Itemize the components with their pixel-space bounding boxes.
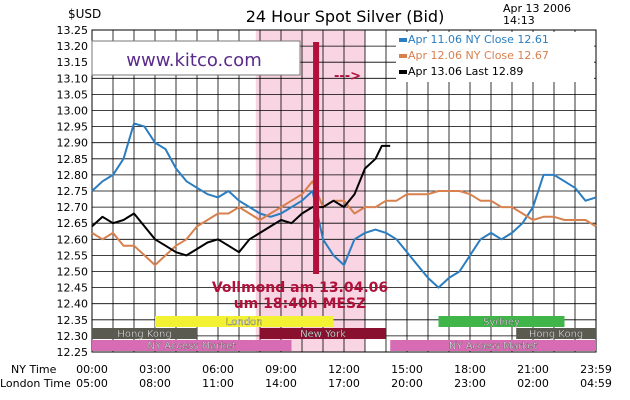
x-tick-london: 20:00 (391, 377, 423, 390)
y-tick-label: 12.45 (57, 282, 89, 295)
market-bar (438, 316, 565, 327)
y-tick-label: 13.15 (57, 56, 89, 69)
market-bar-label: New York (300, 329, 346, 340)
market-bar (260, 328, 386, 339)
x-tick-ny: 09:00 (265, 363, 297, 376)
series-line-1 (91, 122, 597, 289)
legend-entry: Apr 13.06 Last 12.89 (408, 65, 523, 78)
y-tick-label: 13.05 (57, 88, 89, 101)
y-tick-label: 12.65 (57, 217, 89, 230)
market-bar (92, 328, 197, 339)
x-tick-london: 14:00 (265, 377, 297, 390)
x-tick-london: 11:00 (202, 377, 234, 390)
x-tick-london: 17:00 (328, 377, 360, 390)
unit-label: $USD (68, 7, 101, 21)
market-bar-label: Hong Kong (529, 329, 583, 340)
y-tick-label: 12.35 (57, 314, 89, 327)
y-tick-label: 13.25 (57, 24, 89, 37)
y-tick-label: 13.20 (57, 40, 89, 53)
market-bar (92, 340, 292, 351)
legend-swatch (399, 54, 407, 58)
x-tick-london: 05:00 (76, 377, 108, 390)
market-bar-label: London (226, 317, 263, 328)
x-tick-london: 02:00 (517, 377, 549, 390)
x-tick-ny: 00:00 (76, 363, 108, 376)
x-tick-ny: 21:00 (517, 363, 549, 376)
y-tick-label: 12.30 (57, 330, 89, 343)
y-tick-label: 13.00 (57, 105, 89, 118)
y-tick-label: 12.50 (57, 266, 89, 279)
arrow-text: ---> (334, 69, 361, 84)
chart-time: 14:13 (503, 14, 535, 27)
y-tick-label: 12.90 (57, 137, 89, 150)
x-tick-london: 08:00 (139, 377, 171, 390)
annotation-line-1: Vollmond am 13.04.06 (212, 280, 388, 296)
y-tick-label: 12.85 (57, 153, 89, 166)
market-bar (390, 340, 596, 351)
chart-date: Apr 13 2006 (503, 2, 571, 15)
market-bar-label: Hong Kong (117, 329, 171, 340)
y-tick-label: 12.80 (57, 169, 89, 182)
y-tick-label: 12.25 (57, 346, 89, 359)
market-bar-label: Sydney (483, 317, 520, 328)
legend-entry: Apr 12.06 NY Close 12.67 (408, 49, 549, 62)
y-tick-label: 12.40 (57, 298, 89, 311)
market-bar (155, 316, 334, 327)
legend-swatch (399, 70, 407, 74)
series-line-2 (91, 180, 597, 267)
watermark-box (91, 40, 301, 76)
chart-title: 24 Hour Spot Silver (Bid) (246, 7, 445, 26)
y-tick-label: 12.55 (57, 249, 89, 262)
london-time-label: London Time (0, 377, 71, 390)
market-bar (516, 328, 596, 339)
legend-entry: Apr 11.06 NY Close 12.61 (408, 33, 549, 46)
y-tick-label: 12.70 (57, 201, 89, 214)
y-tick-label: 13.10 (57, 72, 89, 85)
y-tick-label: 12.75 (57, 185, 89, 198)
market-bar-label: NY Access Market (147, 341, 236, 352)
x-tick-ny: 03:00 (139, 363, 171, 376)
x-tick-ny: 12:00 (328, 363, 360, 376)
series-line-3 (91, 144, 391, 257)
ny-time-label: NY Time (11, 363, 57, 376)
x-tick-ny: 18:00 (454, 363, 486, 376)
y-tick-label: 12.60 (57, 233, 89, 246)
y-tick-label: 12.95 (57, 121, 89, 134)
watermark: www.kitco.com (126, 50, 261, 71)
x-tick-ny: 15:00 (391, 363, 423, 376)
x-tick-ny: 06:00 (202, 363, 234, 376)
legend-box (396, 32, 594, 82)
x-tick-london: 23:00 (454, 377, 486, 390)
x-tick-ny: 23:59 (580, 363, 612, 376)
annotation-line-2: um 18:40h MESZ (234, 296, 367, 312)
legend-swatch (399, 38, 407, 42)
market-bar-label: NY Access Market (449, 341, 538, 352)
x-tick-london: 04:59 (580, 377, 612, 390)
